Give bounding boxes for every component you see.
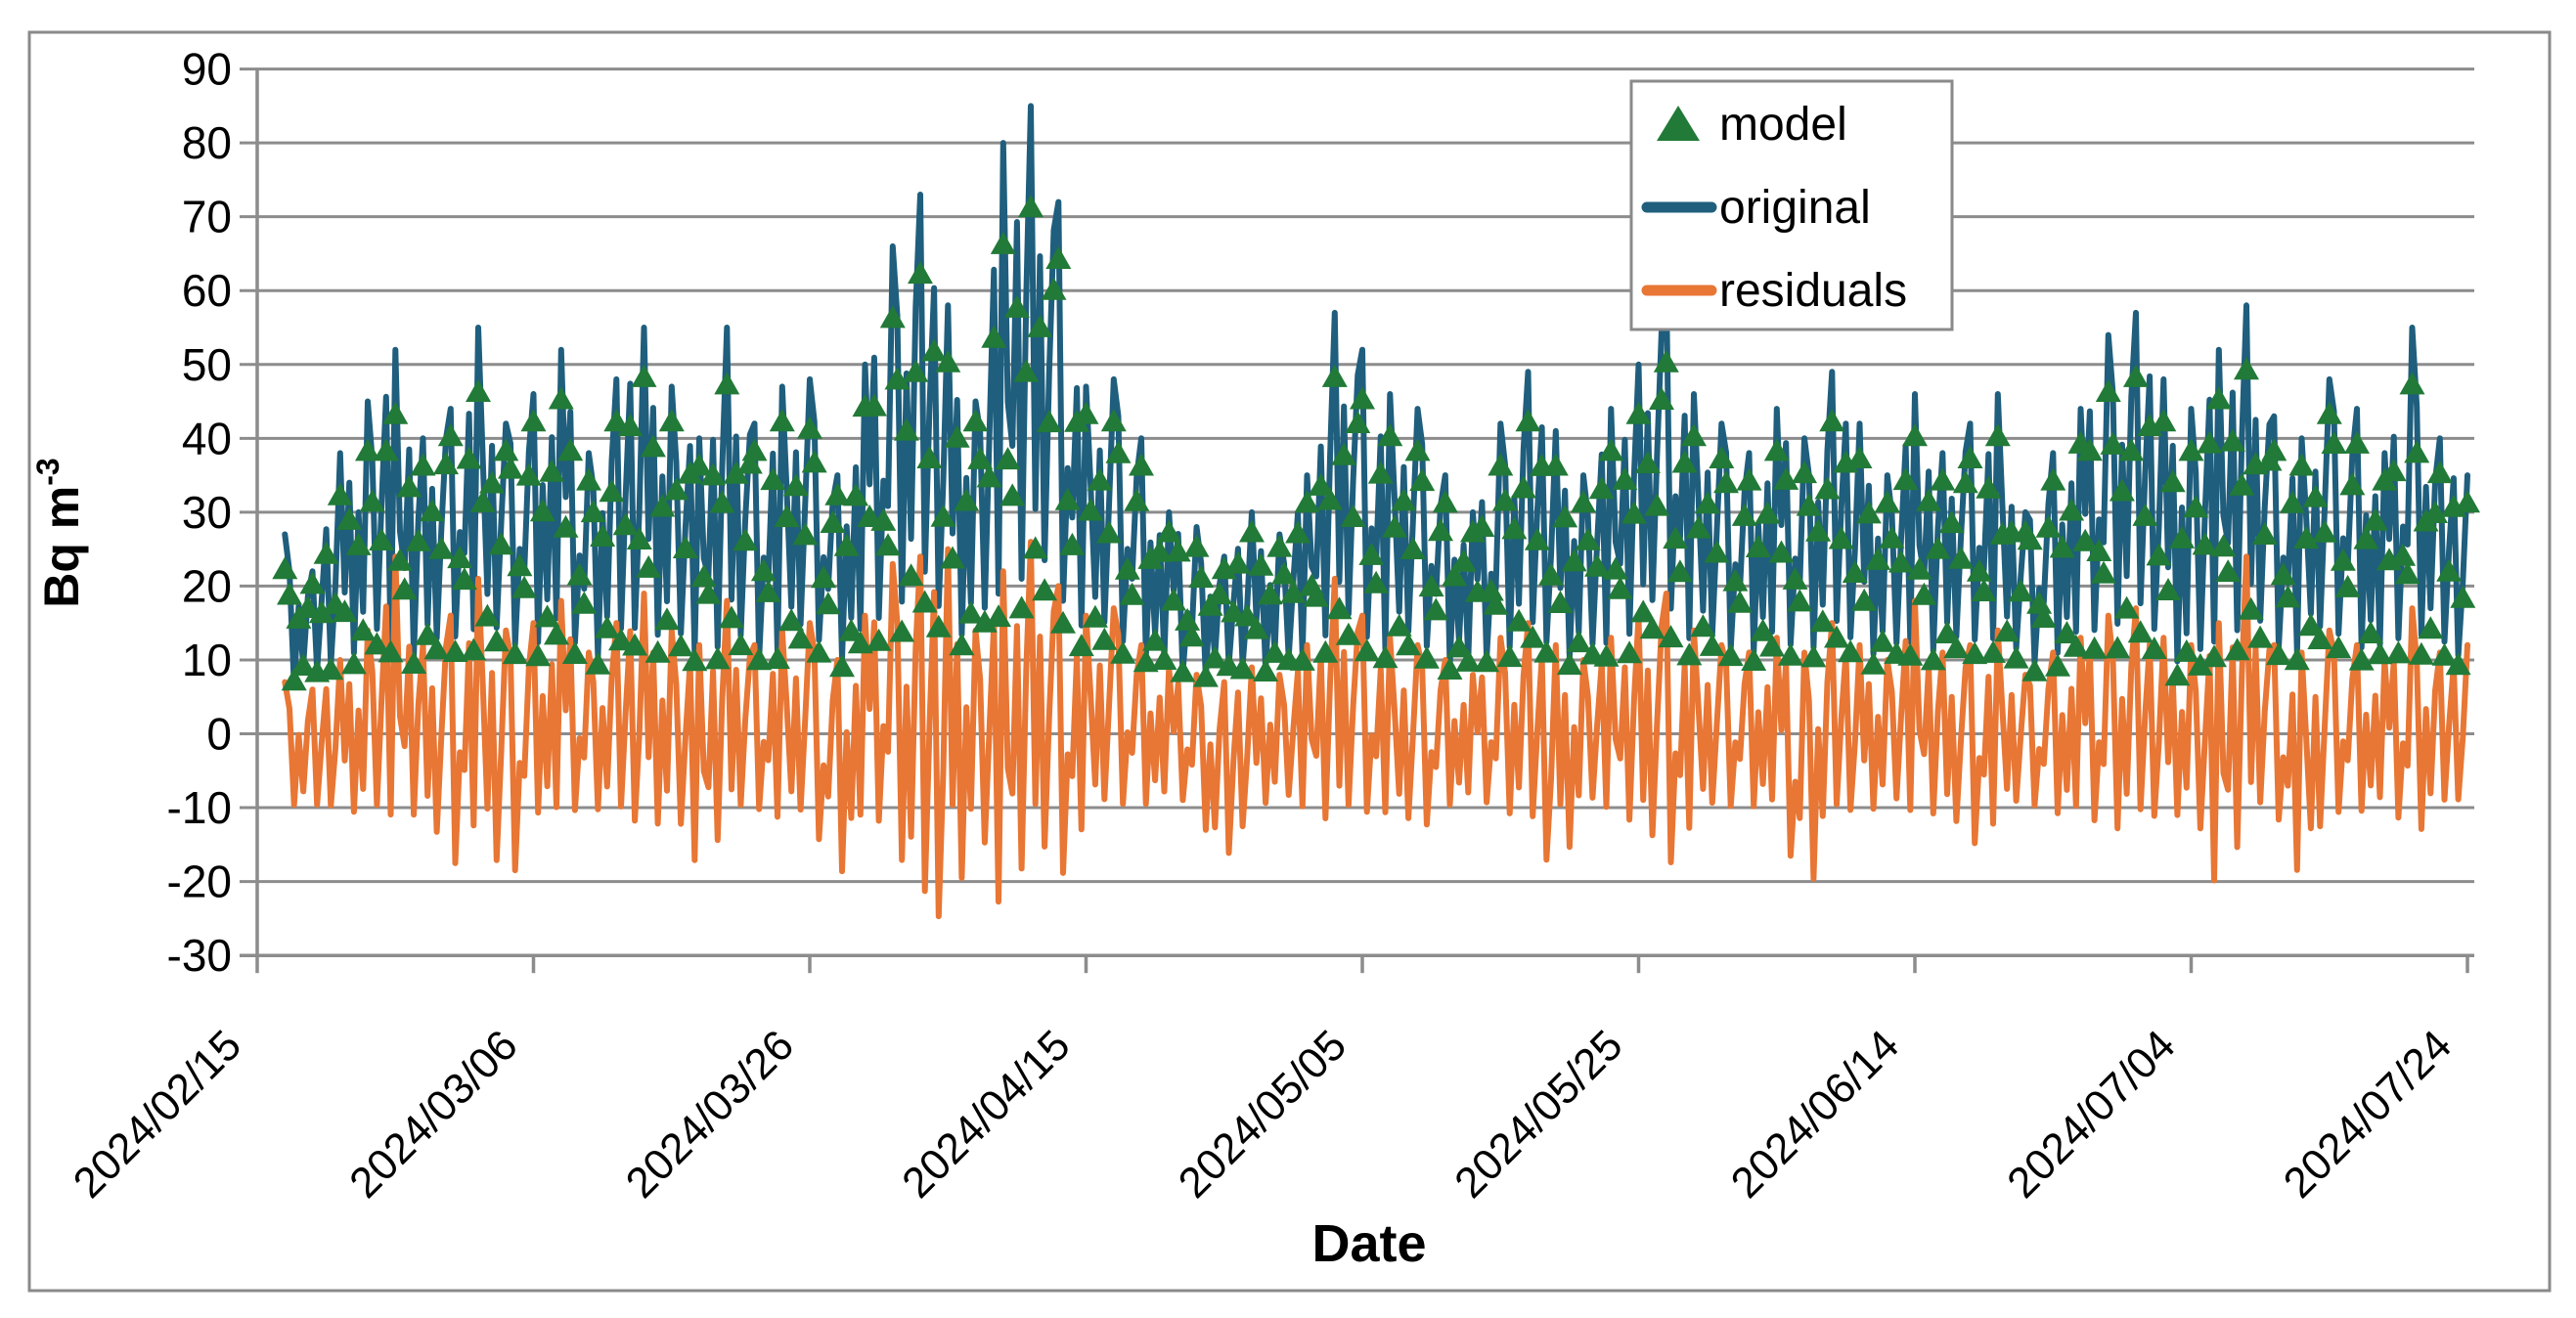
x-axis-title: Date [1311, 1214, 1426, 1273]
series-residuals [282, 539, 2470, 920]
y-tick-label: 80 [182, 117, 232, 168]
series-model [272, 195, 2480, 691]
y-tick-label: 70 [182, 192, 232, 242]
axis-titles: Date Bq m-3 [30, 458, 1427, 1273]
legend-entry-model: model [1657, 99, 1847, 151]
legend-triangle-marker [1657, 106, 1700, 141]
y-tick-label: 30 [182, 487, 232, 538]
legend-label: original [1719, 182, 1871, 234]
y-axis-title-superscript: -3 [30, 458, 66, 485]
legend-entry-residuals: residuals [1641, 265, 1907, 317]
legend-label: residuals [1719, 265, 1907, 317]
legend-entry-original: original [1641, 182, 1871, 234]
legend-label: model [1719, 99, 1847, 151]
y-tick-label: -20 [167, 857, 232, 907]
y-tick-label: 50 [182, 339, 232, 390]
y-tick-label: 60 [182, 265, 232, 316]
y-tick-label: -30 [167, 930, 232, 981]
y-tick-label: 20 [182, 560, 232, 611]
y-tick-label: 10 [182, 635, 232, 685]
y-axis-tick-labels: 90 80 70 60 50 40 30 20 10 0 -10 -20 -30 [167, 44, 232, 982]
y-tick-label: 0 [206, 709, 232, 760]
y-tick-label: 90 [182, 44, 232, 95]
y-axis-title: Bq m-3 [30, 458, 89, 607]
y-tick-label: -10 [167, 782, 232, 833]
model-triangle-markers [272, 195, 2480, 691]
y-tick-label: 40 [182, 413, 232, 463]
residuals-line [282, 539, 2470, 920]
legend: model original residuals [1629, 79, 1954, 331]
axes [240, 68, 2474, 974]
